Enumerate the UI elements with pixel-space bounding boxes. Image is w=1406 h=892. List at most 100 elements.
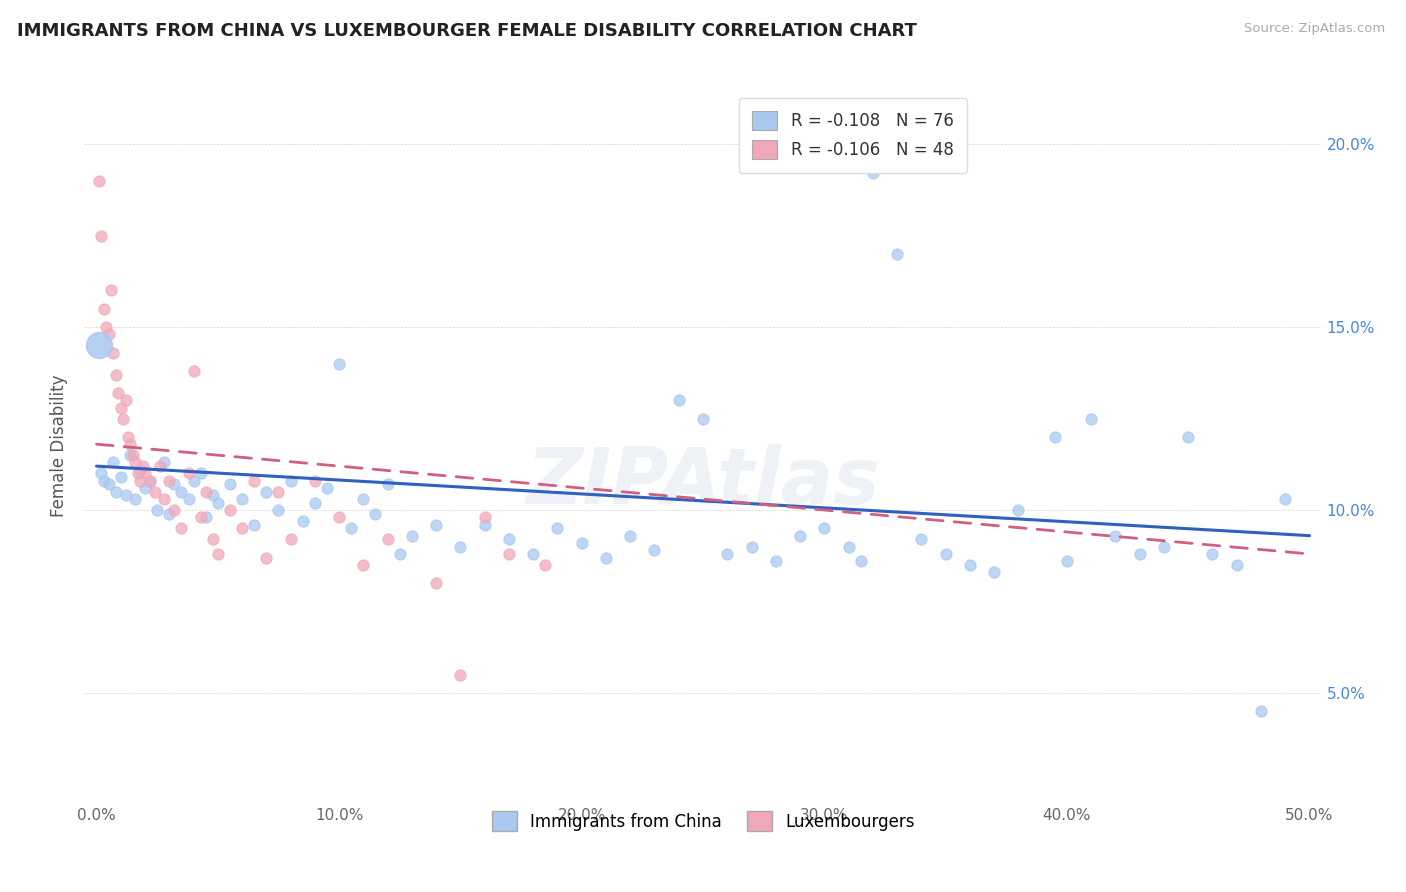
Point bbox=[207, 496, 229, 510]
Point bbox=[131, 459, 153, 474]
Point bbox=[153, 491, 176, 506]
Text: IMMIGRANTS FROM CHINA VS LUXEMBOURGER FEMALE DISABILITY CORRELATION CHART: IMMIGRANTS FROM CHINA VS LUXEMBOURGER FE… bbox=[17, 22, 917, 40]
Point bbox=[280, 474, 302, 488]
Point bbox=[1226, 558, 1249, 572]
Point bbox=[1129, 547, 1152, 561]
Point bbox=[304, 496, 326, 510]
Point bbox=[104, 368, 127, 382]
Point bbox=[219, 477, 242, 491]
Point bbox=[789, 529, 811, 543]
Point bbox=[139, 474, 162, 488]
Point bbox=[183, 364, 205, 378]
Point bbox=[114, 488, 136, 502]
Point bbox=[1007, 503, 1029, 517]
Point bbox=[170, 521, 193, 535]
Point bbox=[1043, 430, 1066, 444]
Point bbox=[110, 470, 132, 484]
Point bbox=[117, 430, 139, 444]
Point bbox=[304, 474, 326, 488]
Point bbox=[163, 477, 186, 491]
Point bbox=[1250, 704, 1272, 718]
Point bbox=[243, 517, 266, 532]
Point bbox=[643, 543, 665, 558]
Point bbox=[498, 547, 520, 561]
Point bbox=[170, 484, 193, 499]
Point bbox=[201, 533, 224, 547]
Point bbox=[139, 474, 162, 488]
Point bbox=[1080, 411, 1102, 425]
Point bbox=[668, 393, 690, 408]
Point bbox=[146, 503, 169, 517]
Legend: Immigrants from China, Luxembourgers: Immigrants from China, Luxembourgers bbox=[485, 805, 921, 838]
Point bbox=[910, 533, 932, 547]
Point bbox=[163, 503, 186, 517]
Point bbox=[838, 540, 860, 554]
Point bbox=[1153, 540, 1175, 554]
Point bbox=[100, 284, 122, 298]
Point bbox=[267, 503, 290, 517]
Y-axis label: Female Disability: Female Disability bbox=[51, 375, 69, 517]
Point bbox=[177, 467, 200, 481]
Point bbox=[122, 448, 145, 462]
Point bbox=[364, 507, 387, 521]
Point bbox=[254, 484, 277, 499]
Point bbox=[104, 484, 127, 499]
Point bbox=[1104, 529, 1126, 543]
Point bbox=[935, 547, 957, 561]
Point bbox=[1201, 547, 1223, 561]
Point bbox=[280, 533, 302, 547]
Point bbox=[498, 533, 520, 547]
Point bbox=[425, 576, 447, 591]
Point bbox=[107, 386, 129, 401]
Point bbox=[546, 521, 568, 535]
Point bbox=[741, 540, 763, 554]
Point bbox=[243, 474, 266, 488]
Point bbox=[129, 463, 152, 477]
Point bbox=[120, 448, 142, 462]
Point bbox=[765, 554, 787, 568]
Point bbox=[849, 554, 872, 568]
Point bbox=[90, 467, 112, 481]
Point bbox=[522, 547, 544, 561]
Text: Source: ZipAtlas.com: Source: ZipAtlas.com bbox=[1244, 22, 1385, 36]
Point bbox=[207, 547, 229, 561]
Point bbox=[93, 474, 115, 488]
Point bbox=[340, 521, 363, 535]
Point bbox=[134, 481, 156, 495]
Point bbox=[177, 491, 200, 506]
Point bbox=[401, 529, 423, 543]
Point bbox=[534, 558, 557, 572]
Text: ZIPAtlas: ZIPAtlas bbox=[526, 443, 880, 520]
Point bbox=[93, 301, 115, 316]
Point bbox=[87, 338, 110, 352]
Point bbox=[231, 491, 253, 506]
Point bbox=[474, 510, 496, 524]
Point bbox=[190, 510, 212, 524]
Point bbox=[153, 455, 176, 469]
Point bbox=[352, 558, 374, 572]
Point bbox=[194, 510, 217, 524]
Point bbox=[862, 166, 884, 180]
Point bbox=[134, 467, 156, 481]
Point bbox=[474, 517, 496, 532]
Point bbox=[231, 521, 253, 535]
Point bbox=[267, 484, 290, 499]
Point bbox=[157, 474, 180, 488]
Point bbox=[352, 491, 374, 506]
Point bbox=[103, 455, 125, 469]
Point bbox=[183, 474, 205, 488]
Point bbox=[388, 547, 411, 561]
Point bbox=[692, 411, 714, 425]
Point bbox=[190, 467, 212, 481]
Point bbox=[127, 467, 149, 481]
Point bbox=[97, 327, 120, 342]
Point bbox=[129, 474, 152, 488]
Point bbox=[97, 477, 120, 491]
Point bbox=[103, 345, 125, 359]
Point bbox=[112, 411, 135, 425]
Point bbox=[291, 514, 314, 528]
Point bbox=[425, 517, 447, 532]
Point bbox=[124, 491, 146, 506]
Point bbox=[983, 566, 1005, 580]
Point bbox=[959, 558, 981, 572]
